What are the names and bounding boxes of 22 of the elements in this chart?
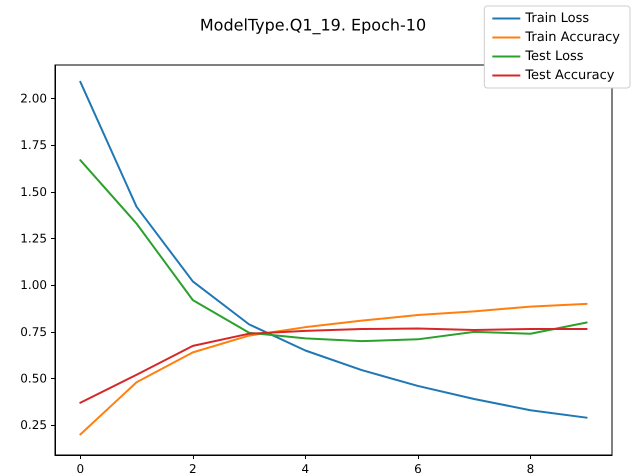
x-tick-label: 2 [189,462,197,476]
legend-label: Test Accuracy [524,68,615,83]
y-tick-label: 1.25 [20,232,47,246]
y-tick-label: 1.00 [20,278,47,292]
line-series [79,302,588,436]
y-tick-label: 0.50 [20,371,47,386]
line-series [79,327,588,404]
legend-label: Test Loss [524,49,584,64]
legend-label: Train Accuracy [524,30,620,45]
y-tick-label: 2.00 [20,92,47,106]
chart-title: ModelType.Q1_19. Epoch-10 [200,16,426,34]
line-series [79,159,588,342]
x-tick-label: 0 [76,462,84,476]
y-tick-label: 1.50 [20,184,47,199]
y-tick-label: 0.25 [20,418,47,432]
x-tick-label: 4 [302,462,310,476]
y-tick-label: 1.75 [20,138,47,152]
legend-label: Train Loss [524,11,590,26]
x-tick-label: 6 [414,462,422,476]
x-tick-label: 8 [526,462,534,476]
y-tick-label: 0.75 [20,324,47,339]
line-series [79,80,588,419]
